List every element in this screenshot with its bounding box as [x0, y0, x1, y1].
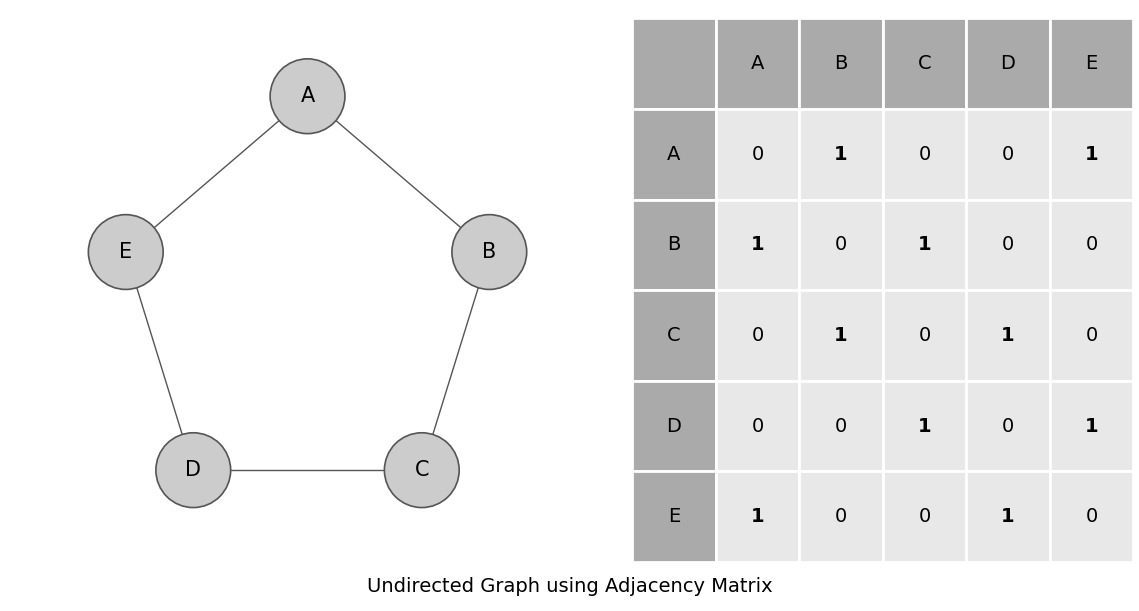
Bar: [715, 109, 800, 200]
Text: 0: 0: [835, 417, 847, 436]
Bar: [715, 472, 800, 562]
Bar: [800, 200, 883, 290]
Bar: [632, 200, 715, 290]
Text: 0: 0: [752, 326, 763, 345]
Bar: [800, 109, 883, 200]
Text: Undirected Graph using Adjacency Matrix: Undirected Graph using Adjacency Matrix: [367, 577, 772, 596]
Text: 0: 0: [918, 507, 931, 526]
Text: B: B: [834, 54, 847, 73]
Text: B: B: [482, 242, 497, 262]
Text: 1: 1: [1084, 417, 1098, 436]
Circle shape: [156, 433, 231, 508]
Circle shape: [270, 59, 345, 134]
Bar: [1050, 200, 1133, 290]
Bar: [883, 381, 966, 472]
Bar: [800, 472, 883, 562]
Bar: [883, 18, 966, 109]
Text: 0: 0: [835, 235, 847, 254]
Text: C: C: [918, 54, 932, 73]
Bar: [883, 109, 966, 200]
Bar: [715, 381, 800, 472]
Text: 0: 0: [835, 507, 847, 526]
Circle shape: [452, 214, 526, 290]
Text: 0: 0: [918, 326, 931, 345]
Text: 0: 0: [1002, 145, 1014, 164]
Bar: [966, 18, 1050, 109]
Text: D: D: [186, 460, 202, 480]
Text: C: C: [415, 460, 429, 480]
Bar: [1050, 109, 1133, 200]
Bar: [632, 109, 715, 200]
Text: E: E: [1085, 54, 1098, 73]
Text: 1: 1: [751, 507, 764, 526]
Text: D: D: [1000, 54, 1016, 73]
Bar: [966, 200, 1050, 290]
Bar: [632, 472, 715, 562]
Bar: [1050, 18, 1133, 109]
Bar: [966, 472, 1050, 562]
Bar: [715, 290, 800, 381]
Bar: [632, 18, 715, 109]
Bar: [715, 18, 800, 109]
Text: E: E: [667, 507, 680, 526]
Bar: [1050, 290, 1133, 381]
Text: 1: 1: [1001, 326, 1015, 345]
Text: 0: 0: [1085, 326, 1098, 345]
Text: 0: 0: [1002, 235, 1014, 254]
Text: 0: 0: [752, 417, 763, 436]
Bar: [1050, 381, 1133, 472]
Text: 0: 0: [1085, 235, 1098, 254]
Text: 1: 1: [834, 326, 847, 345]
Text: 1: 1: [751, 235, 764, 254]
Bar: [966, 109, 1050, 200]
Bar: [966, 381, 1050, 472]
Bar: [966, 290, 1050, 381]
Bar: [883, 472, 966, 562]
Bar: [800, 18, 883, 109]
Bar: [883, 200, 966, 290]
Text: 0: 0: [1085, 507, 1098, 526]
Circle shape: [89, 214, 163, 290]
Text: C: C: [667, 326, 681, 345]
Text: 1: 1: [1084, 145, 1098, 164]
Text: E: E: [120, 242, 132, 262]
Bar: [883, 290, 966, 381]
Circle shape: [384, 433, 459, 508]
Text: A: A: [301, 86, 314, 106]
Text: B: B: [667, 235, 681, 254]
Bar: [632, 290, 715, 381]
Text: 0: 0: [752, 145, 763, 164]
Text: 0: 0: [1002, 417, 1014, 436]
Text: 0: 0: [918, 145, 931, 164]
Text: 1: 1: [918, 235, 932, 254]
Text: 1: 1: [1001, 507, 1015, 526]
Text: A: A: [751, 54, 764, 73]
Text: 1: 1: [918, 417, 932, 436]
Text: 1: 1: [834, 145, 847, 164]
Bar: [800, 290, 883, 381]
Text: D: D: [666, 417, 681, 436]
Bar: [1050, 472, 1133, 562]
Bar: [632, 381, 715, 472]
Text: A: A: [667, 145, 681, 164]
Bar: [800, 381, 883, 472]
Bar: [715, 200, 800, 290]
